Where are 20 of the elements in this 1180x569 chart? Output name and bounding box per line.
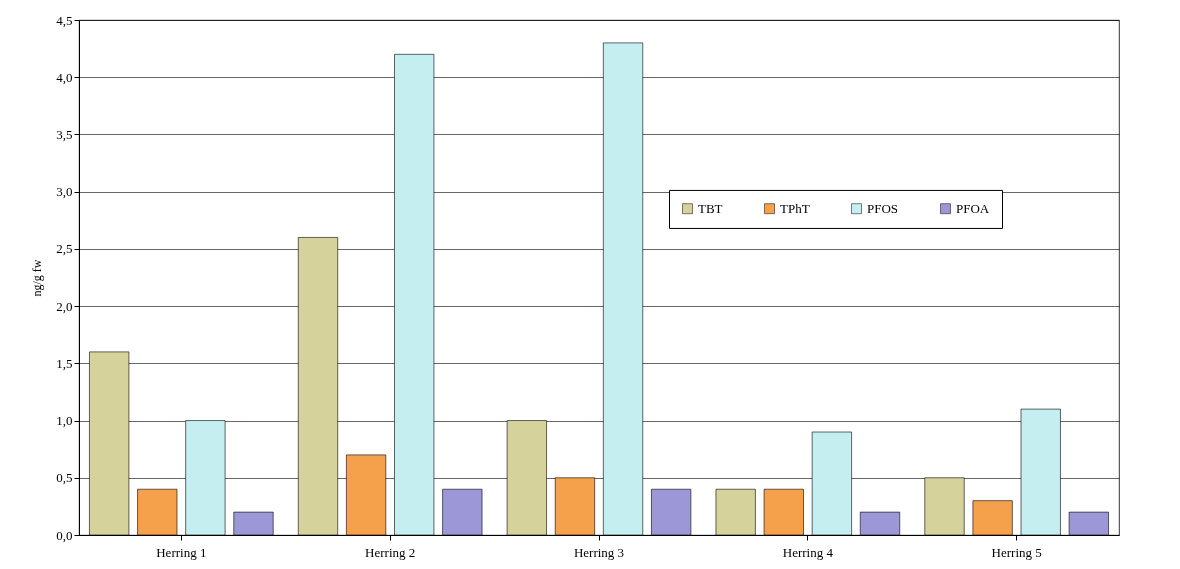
- legend-label: PFOS: [867, 200, 899, 216]
- y-tick-label: 1,5: [56, 355, 73, 371]
- y-tick-label: 1,0: [56, 413, 73, 429]
- y-tick-label: 3,0: [56, 184, 73, 200]
- x-tick-label: Herring 1: [156, 544, 207, 560]
- y-tick-label: 2,0: [56, 298, 73, 314]
- x-tick-label: Herring 4: [782, 544, 834, 560]
- legend-label: TPhT: [780, 200, 810, 216]
- x-tick-label: Herring 2: [365, 544, 416, 560]
- y-axis-title: ng/g fw: [30, 259, 45, 297]
- y-tick-label: 4,0: [56, 69, 73, 85]
- x-tick-label: Herring 3: [573, 544, 625, 560]
- y-tick-label: 0,0: [56, 527, 73, 543]
- x-tick-label: Herring 5: [991, 544, 1042, 560]
- y-tick-label: 2,5: [56, 241, 73, 257]
- legend-label: PFOA: [956, 200, 990, 216]
- y-tick-label: 4,5: [56, 12, 73, 28]
- legend-label: TBT: [698, 200, 723, 216]
- y-tick-label: 3,5: [56, 126, 73, 142]
- y-tick-label: 0,5: [56, 470, 73, 486]
